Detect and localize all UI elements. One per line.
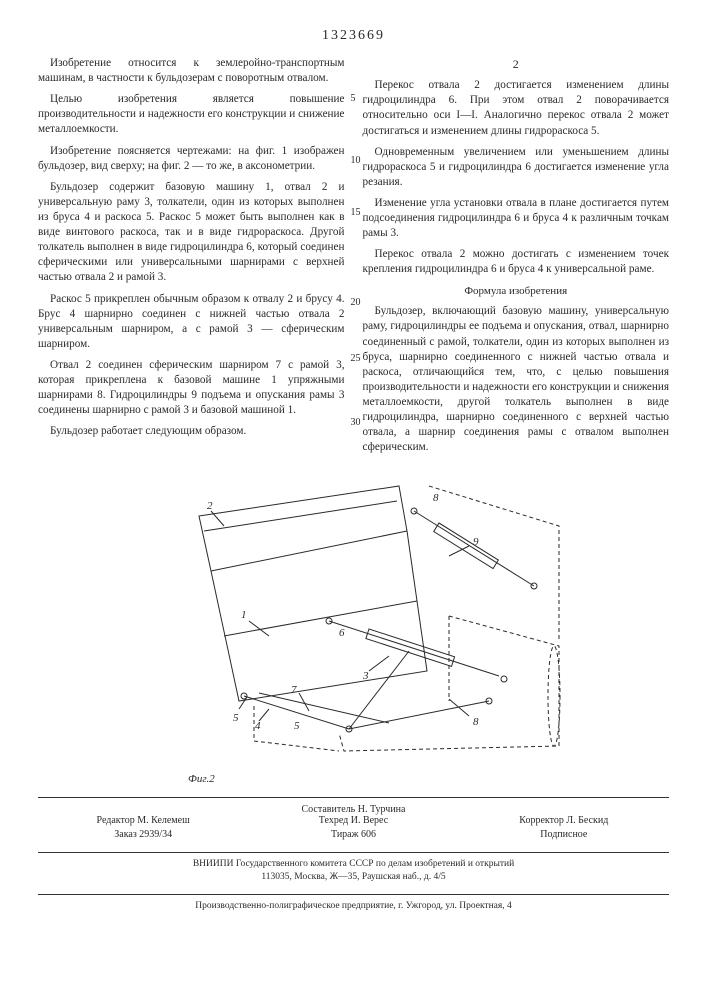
two-column-body: Изобретение относится к землеройно-транс…: [38, 56, 669, 461]
fig-label-5b: 5: [233, 712, 239, 724]
para-l7: Бульдозер работает следующим образом.: [38, 424, 345, 439]
fig-label-3: 3: [362, 670, 369, 682]
fig-label-8: 8: [473, 716, 479, 728]
corrector: Корректор Л. Бескид: [459, 815, 669, 826]
figure-2: 2 1 7 4 5 3 6 9 8 5 8 Фиг.2: [38, 471, 669, 785]
subscription: Подписное: [459, 829, 669, 840]
fig-label-9: 9: [473, 536, 479, 548]
fig-label-4: 4: [255, 720, 261, 732]
addr: 113035, Москва, Ж—35, Раушская наб., д. …: [38, 872, 669, 882]
patent-number: 1323669: [38, 28, 669, 44]
para-l1: Изобретение относится к землеройно-транс…: [38, 56, 345, 86]
para-r1: Перекос отвала 2 достигается изменением …: [363, 78, 670, 138]
para-l4: Бульдозер содержит базовую машину 1, отв…: [38, 180, 345, 286]
para-r3: Изменение угла установки отвала в плане …: [363, 196, 670, 241]
tirazh: Тираж 606: [248, 829, 458, 840]
para-l5: Раскос 5 прикреплен обычным образом к от…: [38, 292, 345, 352]
line-number-15: 15: [351, 206, 361, 220]
line-number-25: 25: [351, 352, 361, 366]
fig-label-6: 6: [339, 627, 345, 639]
formula-title: Формула изобретения: [363, 284, 670, 299]
footer-credits: Составитель Н. Турчина Редактор М. Келем…: [38, 804, 669, 911]
para-rb1: Бульдозер, включающий базовую машину, ун…: [363, 304, 670, 455]
line-number-30: 30: [351, 416, 361, 430]
fig-label-7: 7: [291, 684, 297, 696]
footer-divider-1: [38, 797, 669, 798]
line-number-5: 5: [351, 92, 356, 106]
page-num-right: 2: [363, 56, 670, 72]
right-column: 5 10 15 20 25 30 2 Перекос отвала 2 дост…: [363, 56, 670, 461]
figure-2-svg: 2 1 7 4 5 3 6 9 8 5 8: [139, 471, 569, 771]
figure-caption: Фиг.2: [188, 773, 669, 785]
para-l3: Изобретение поясняется чертежами: на фиг…: [38, 144, 345, 174]
fig-label-2: 2: [207, 500, 213, 512]
fig-label-1: 1: [241, 609, 247, 621]
para-l6: Отвал 2 соединен сферическим шарниром 7 …: [38, 358, 345, 418]
org: ВНИИПИ Государственного комитета СССР по…: [38, 859, 669, 869]
footer-divider-2: [38, 852, 669, 853]
para-r2: Одновременным увеличением или уменьшение…: [363, 145, 670, 190]
order: Заказ 2939/34: [38, 829, 248, 840]
editor: Редактор М. Келемеш: [38, 815, 248, 826]
prod: Производственно-полиграфическое предприя…: [38, 901, 669, 911]
para-l2: Целью изобретения является повышение про…: [38, 92, 345, 137]
footer-divider-3: [38, 894, 669, 895]
fig-label-5: 5: [294, 720, 300, 732]
compiler: Составитель Н. Турчина: [38, 804, 669, 815]
line-number-20: 20: [351, 296, 361, 310]
line-number-10: 10: [351, 154, 361, 168]
para-r4: Перекос отвала 2 можно достигать с измен…: [363, 247, 670, 277]
left-column: Изобретение относится к землеройно-транс…: [38, 56, 345, 461]
tech: Техред И. Верес: [248, 815, 458, 826]
fig-label-8b: 8: [433, 492, 439, 504]
